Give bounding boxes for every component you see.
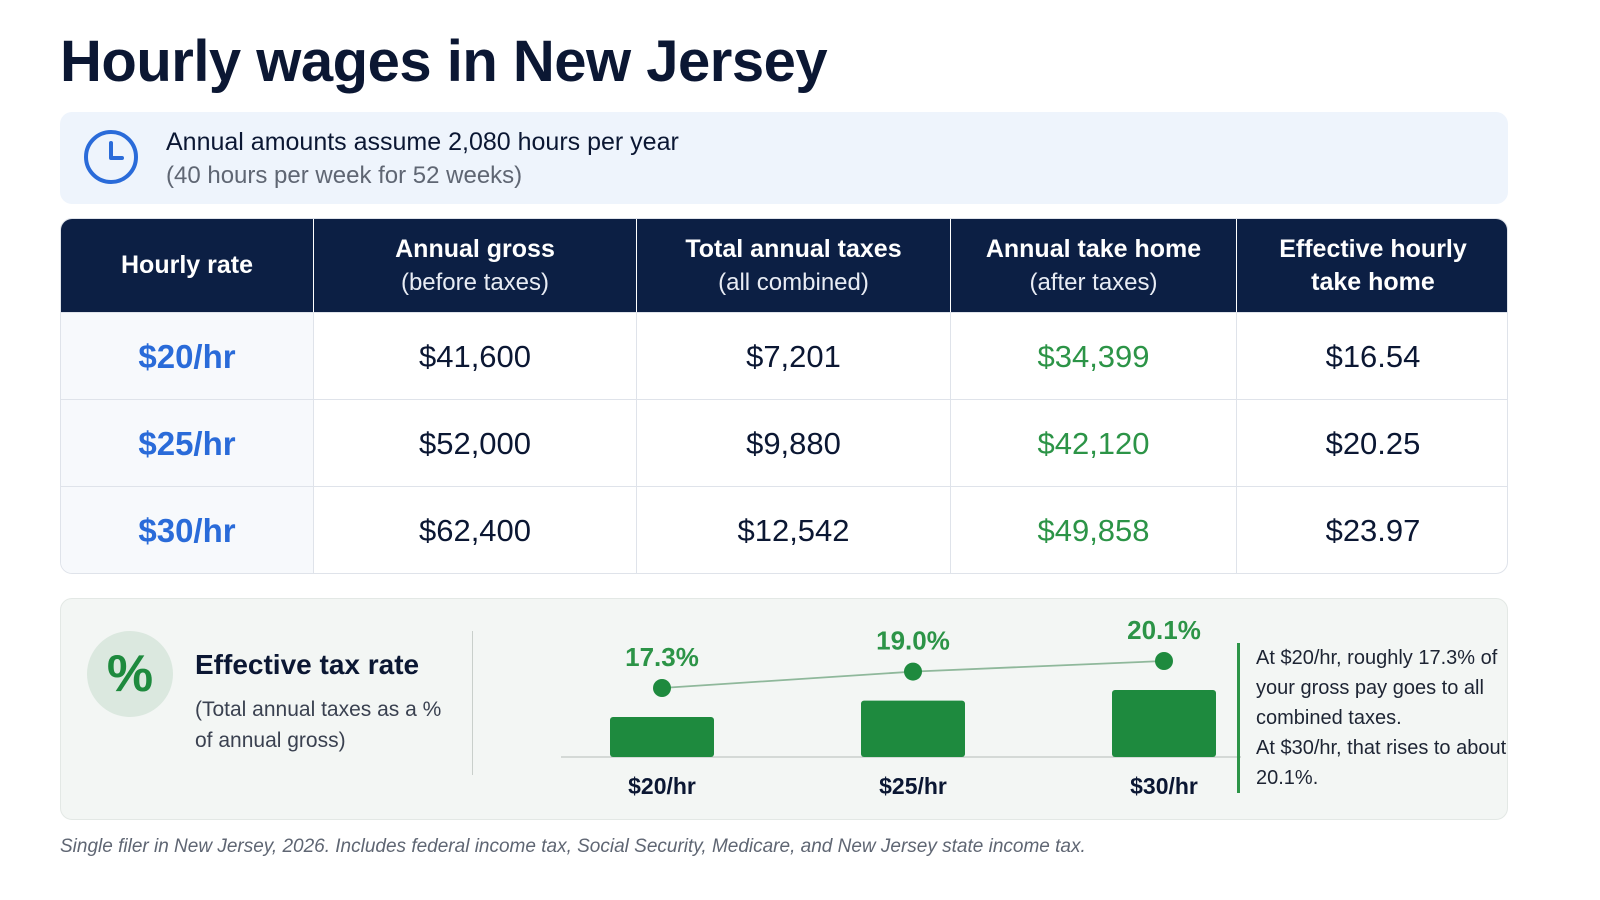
cell-gross: $52,000 — [313, 400, 636, 487]
header-sublabel: (before taxes) — [400, 268, 550, 296]
header-label: Annual gross — [395, 234, 555, 263]
header-label: Effective hourly — [1279, 234, 1467, 263]
data-label-3: 20.1% — [1127, 615, 1201, 645]
note-sub-text: (40 hours per week for 52 weeks) — [166, 162, 523, 189]
bar-1 — [610, 717, 714, 757]
tax-rate-chart: 17.3% $20/hr 19.0% $25/hr 20.1% $30/hr — [481, 599, 1269, 821]
header-label: Annual take home — [985, 234, 1202, 263]
cell-take-home: $49,858 — [950, 487, 1236, 573]
cell-hourly-take-home: $20.25 — [1236, 400, 1507, 487]
data-label-2: 19.0% — [876, 626, 950, 656]
header-total-taxes: Total annual taxes (all combined) — [636, 219, 950, 312]
header-annual-gross: Annual gross (before taxes) — [313, 219, 636, 312]
cell-gross: $41,600 — [313, 313, 636, 400]
side-note-line-2: At $30/hr, that rises to about 20.1%. — [1256, 737, 1507, 789]
page-title: Hourly wages in New Jersey — [60, 29, 828, 94]
cell-hourly-take-home: $16.54 — [1236, 313, 1507, 400]
cell-rate: $20/hr — [61, 313, 313, 400]
cell-take-home: $42,120 — [950, 400, 1236, 487]
header-label: Hourly rate — [121, 251, 253, 279]
header-effective-hourly: Effective hourly take home — [1236, 219, 1507, 312]
table-header: Hourly rate Annual gross (before taxes) … — [61, 219, 1507, 312]
data-point-2 — [904, 662, 922, 681]
table-row: $30/hr $62,400 $12,542 $49,858 $23.97 — [61, 486, 1507, 573]
cell-taxes: $12,542 — [636, 487, 950, 573]
table-row: $20/hr $41,600 $7,201 $34,399 $16.54 — [61, 312, 1507, 400]
header-take-home: Annual take home (after taxes) — [950, 219, 1236, 312]
header-label: Total annual taxes — [685, 234, 902, 263]
tax-rate-chart-svg: 17.3% $20/hr 19.0% $25/hr 20.1% $30/hr — [561, 615, 1269, 799]
cell-rate: $25/hr — [61, 400, 313, 487]
clock-icon — [84, 130, 138, 184]
cell-rate: $30/hr — [61, 487, 313, 573]
bar-3 — [1112, 690, 1216, 757]
rate-subtitle: (Total annual taxes as a % of annual gro… — [195, 698, 442, 752]
effective-tax-rate-panel: % Effective tax rate (Total annual taxes… — [60, 598, 1508, 820]
divider — [472, 631, 473, 775]
bar-2 — [861, 700, 965, 757]
header-sublabel: (after taxes) — [1029, 268, 1158, 296]
cell-take-home: $34,399 — [950, 313, 1236, 400]
wage-table: Hourly rate Annual gross (before taxes) … — [60, 218, 1508, 574]
cell-gross: $62,400 — [313, 487, 636, 573]
category-label-2: $25/hr — [879, 773, 947, 799]
note-main-text: Annual amounts assume 2,080 hours per ye… — [166, 128, 679, 156]
header-label-line2: take home — [1311, 267, 1435, 296]
category-label-3: $30/hr — [1130, 773, 1198, 799]
header-hourly-rate: Hourly rate — [61, 219, 313, 312]
data-point-1 — [653, 679, 671, 697]
footnote: Single filer in New Jersey, 2026. Includ… — [60, 836, 1086, 857]
side-note-line-1: At $20/hr, roughly 17.3% of your gross p… — [1256, 647, 1498, 729]
header-sublabel: (all combined) — [718, 268, 869, 296]
cell-taxes: $7,201 — [636, 313, 950, 400]
category-label-1: $20/hr — [628, 773, 696, 799]
cell-hourly-take-home: $23.97 — [1236, 487, 1507, 573]
data-label-1: 17.3% — [625, 642, 699, 672]
percent-icon: % — [87, 631, 173, 717]
cell-taxes: $9,880 — [636, 400, 950, 487]
hours-assumption-note: Annual amounts assume 2,080 hours per ye… — [60, 112, 1508, 204]
table-row: $25/hr $52,000 $9,880 $42,120 $20.25 — [61, 399, 1507, 487]
data-point-3 — [1155, 652, 1173, 670]
rate-title: Effective tax rate — [195, 649, 420, 680]
rate-side-note: At $20/hr, roughly 17.3% of your gross p… — [1237, 643, 1507, 793]
